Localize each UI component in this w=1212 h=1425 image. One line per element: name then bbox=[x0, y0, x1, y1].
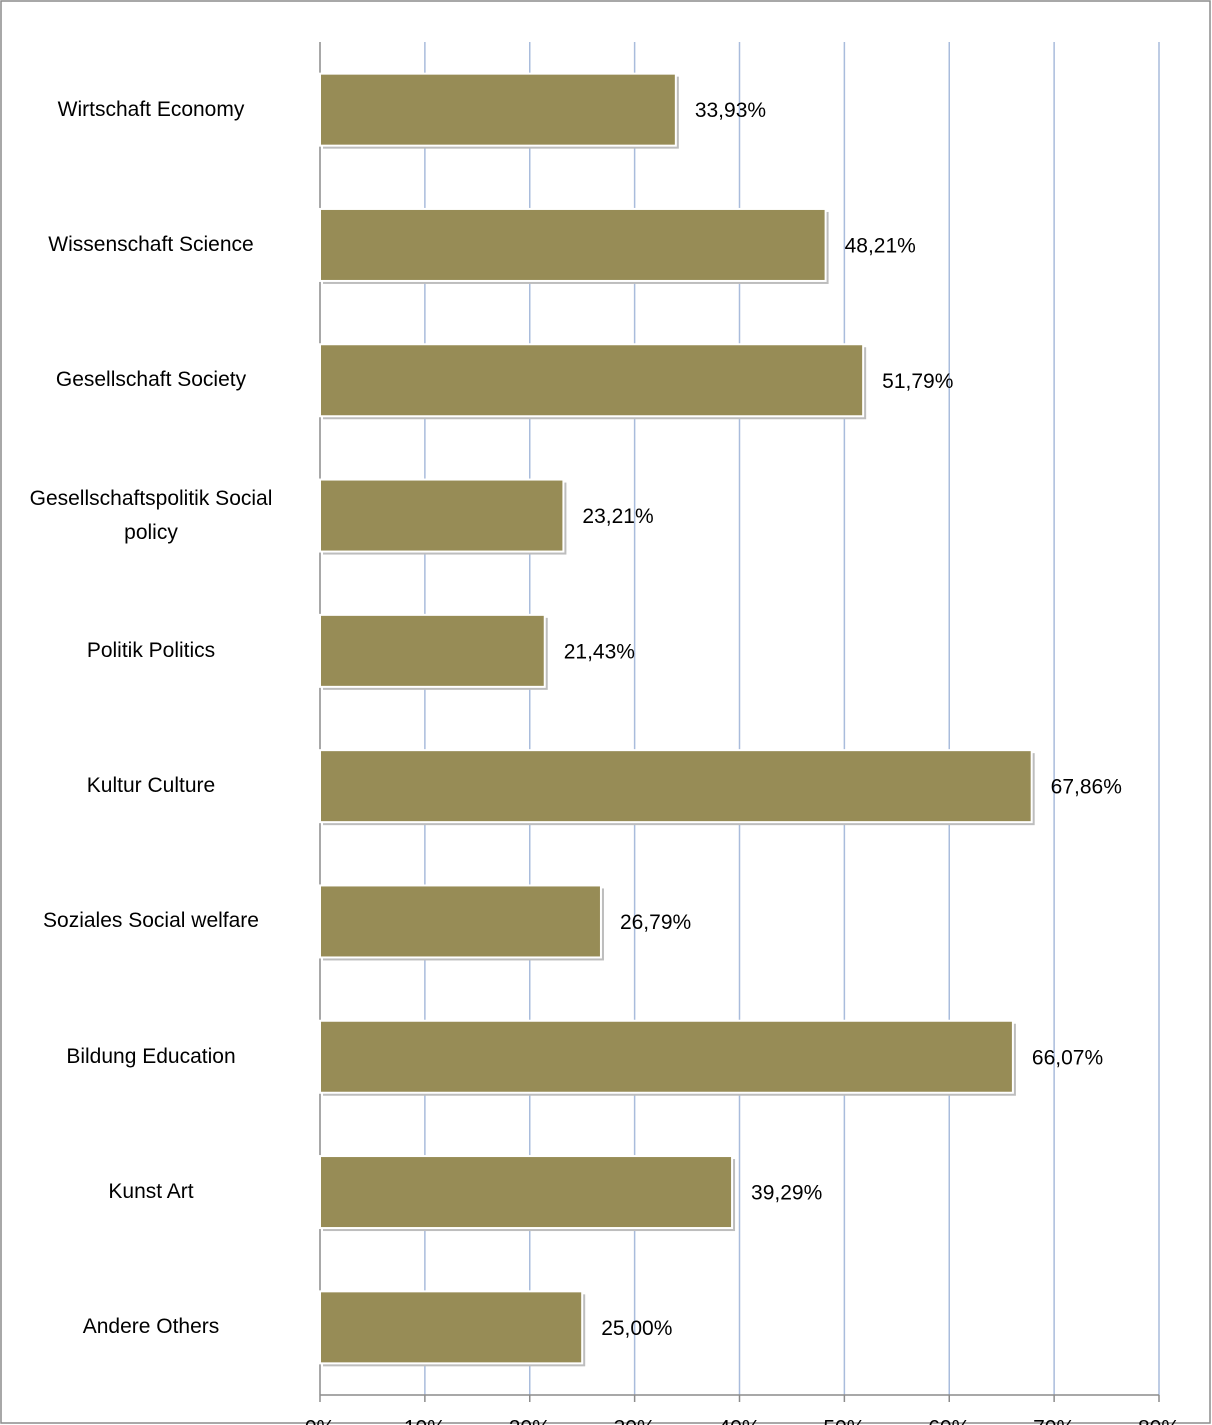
bar bbox=[319, 478, 565, 553]
bar bbox=[319, 1155, 734, 1230]
bar bbox=[319, 1290, 584, 1365]
value-label: 33,93% bbox=[695, 99, 766, 122]
x-tick-label: 0% bbox=[305, 1417, 335, 1425]
x-tick-label: 80% bbox=[1138, 1417, 1180, 1425]
value-label: 23,21% bbox=[582, 505, 653, 528]
y-tick-label: Bildung Education bbox=[66, 1044, 236, 1068]
x-tick-label: 20% bbox=[509, 1417, 551, 1425]
bar bbox=[319, 1019, 1014, 1094]
y-tick-label: Politik Politics bbox=[86, 638, 216, 662]
value-label: 66,07% bbox=[1032, 1046, 1103, 1069]
bar bbox=[319, 207, 827, 282]
y-tick-label: Gesellschaftspolitik Social policy bbox=[29, 486, 273, 544]
value-label: 67,86% bbox=[1051, 776, 1122, 799]
y-tick-label: Kultur Culture bbox=[86, 774, 216, 798]
x-tick-label: 10% bbox=[404, 1417, 446, 1425]
y-tick-label: Andere Others bbox=[82, 1315, 220, 1339]
bar bbox=[319, 72, 677, 147]
y-tick-label: Wissenschaft Science bbox=[48, 232, 254, 256]
x-tick-label: 70% bbox=[1033, 1417, 1075, 1425]
value-label: 26,79% bbox=[620, 911, 691, 934]
x-tick-label: 40% bbox=[718, 1417, 760, 1425]
bar bbox=[319, 884, 602, 959]
bar bbox=[319, 749, 1033, 824]
x-tick-label: 30% bbox=[614, 1417, 656, 1425]
value-label: 21,43% bbox=[564, 640, 635, 663]
value-label: 25,00% bbox=[601, 1317, 672, 1340]
value-label: 51,79% bbox=[882, 370, 953, 393]
bar bbox=[319, 343, 865, 418]
x-tick-label: 50% bbox=[823, 1417, 865, 1425]
y-tick-label: Wirtschaft Economy bbox=[57, 97, 245, 121]
x-tick-label: 60% bbox=[928, 1417, 970, 1425]
y-tick-label: Gesellschaft Society bbox=[55, 368, 247, 392]
bar bbox=[319, 613, 546, 688]
y-tick-label: Soziales Social welfare bbox=[43, 909, 259, 933]
value-label: 48,21% bbox=[845, 234, 916, 257]
y-tick-label: Kunst Art bbox=[108, 1180, 194, 1204]
value-label: 39,29% bbox=[751, 1182, 822, 1205]
